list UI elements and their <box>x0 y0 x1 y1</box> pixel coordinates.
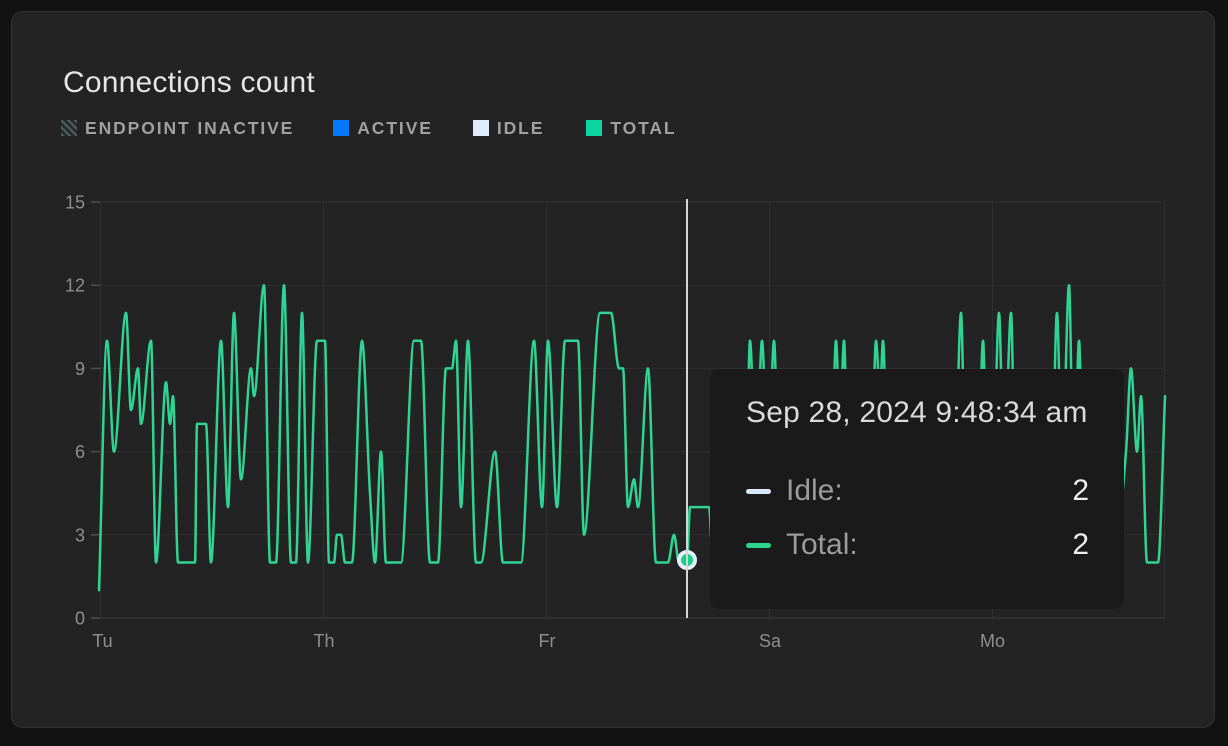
svg-text:3: 3 <box>75 525 85 545</box>
svg-text:Th: Th <box>313 631 334 651</box>
svg-text:15: 15 <box>65 193 85 213</box>
svg-text:Mo: Mo <box>980 631 1005 651</box>
svg-text:6: 6 <box>75 442 85 462</box>
svg-text:0: 0 <box>75 609 85 629</box>
svg-text:9: 9 <box>75 359 85 379</box>
svg-text:12: 12 <box>65 276 85 296</box>
svg-text:Fr: Fr <box>539 631 556 651</box>
svg-text:Sa: Sa <box>759 631 782 651</box>
svg-text:Tu: Tu <box>92 631 112 651</box>
